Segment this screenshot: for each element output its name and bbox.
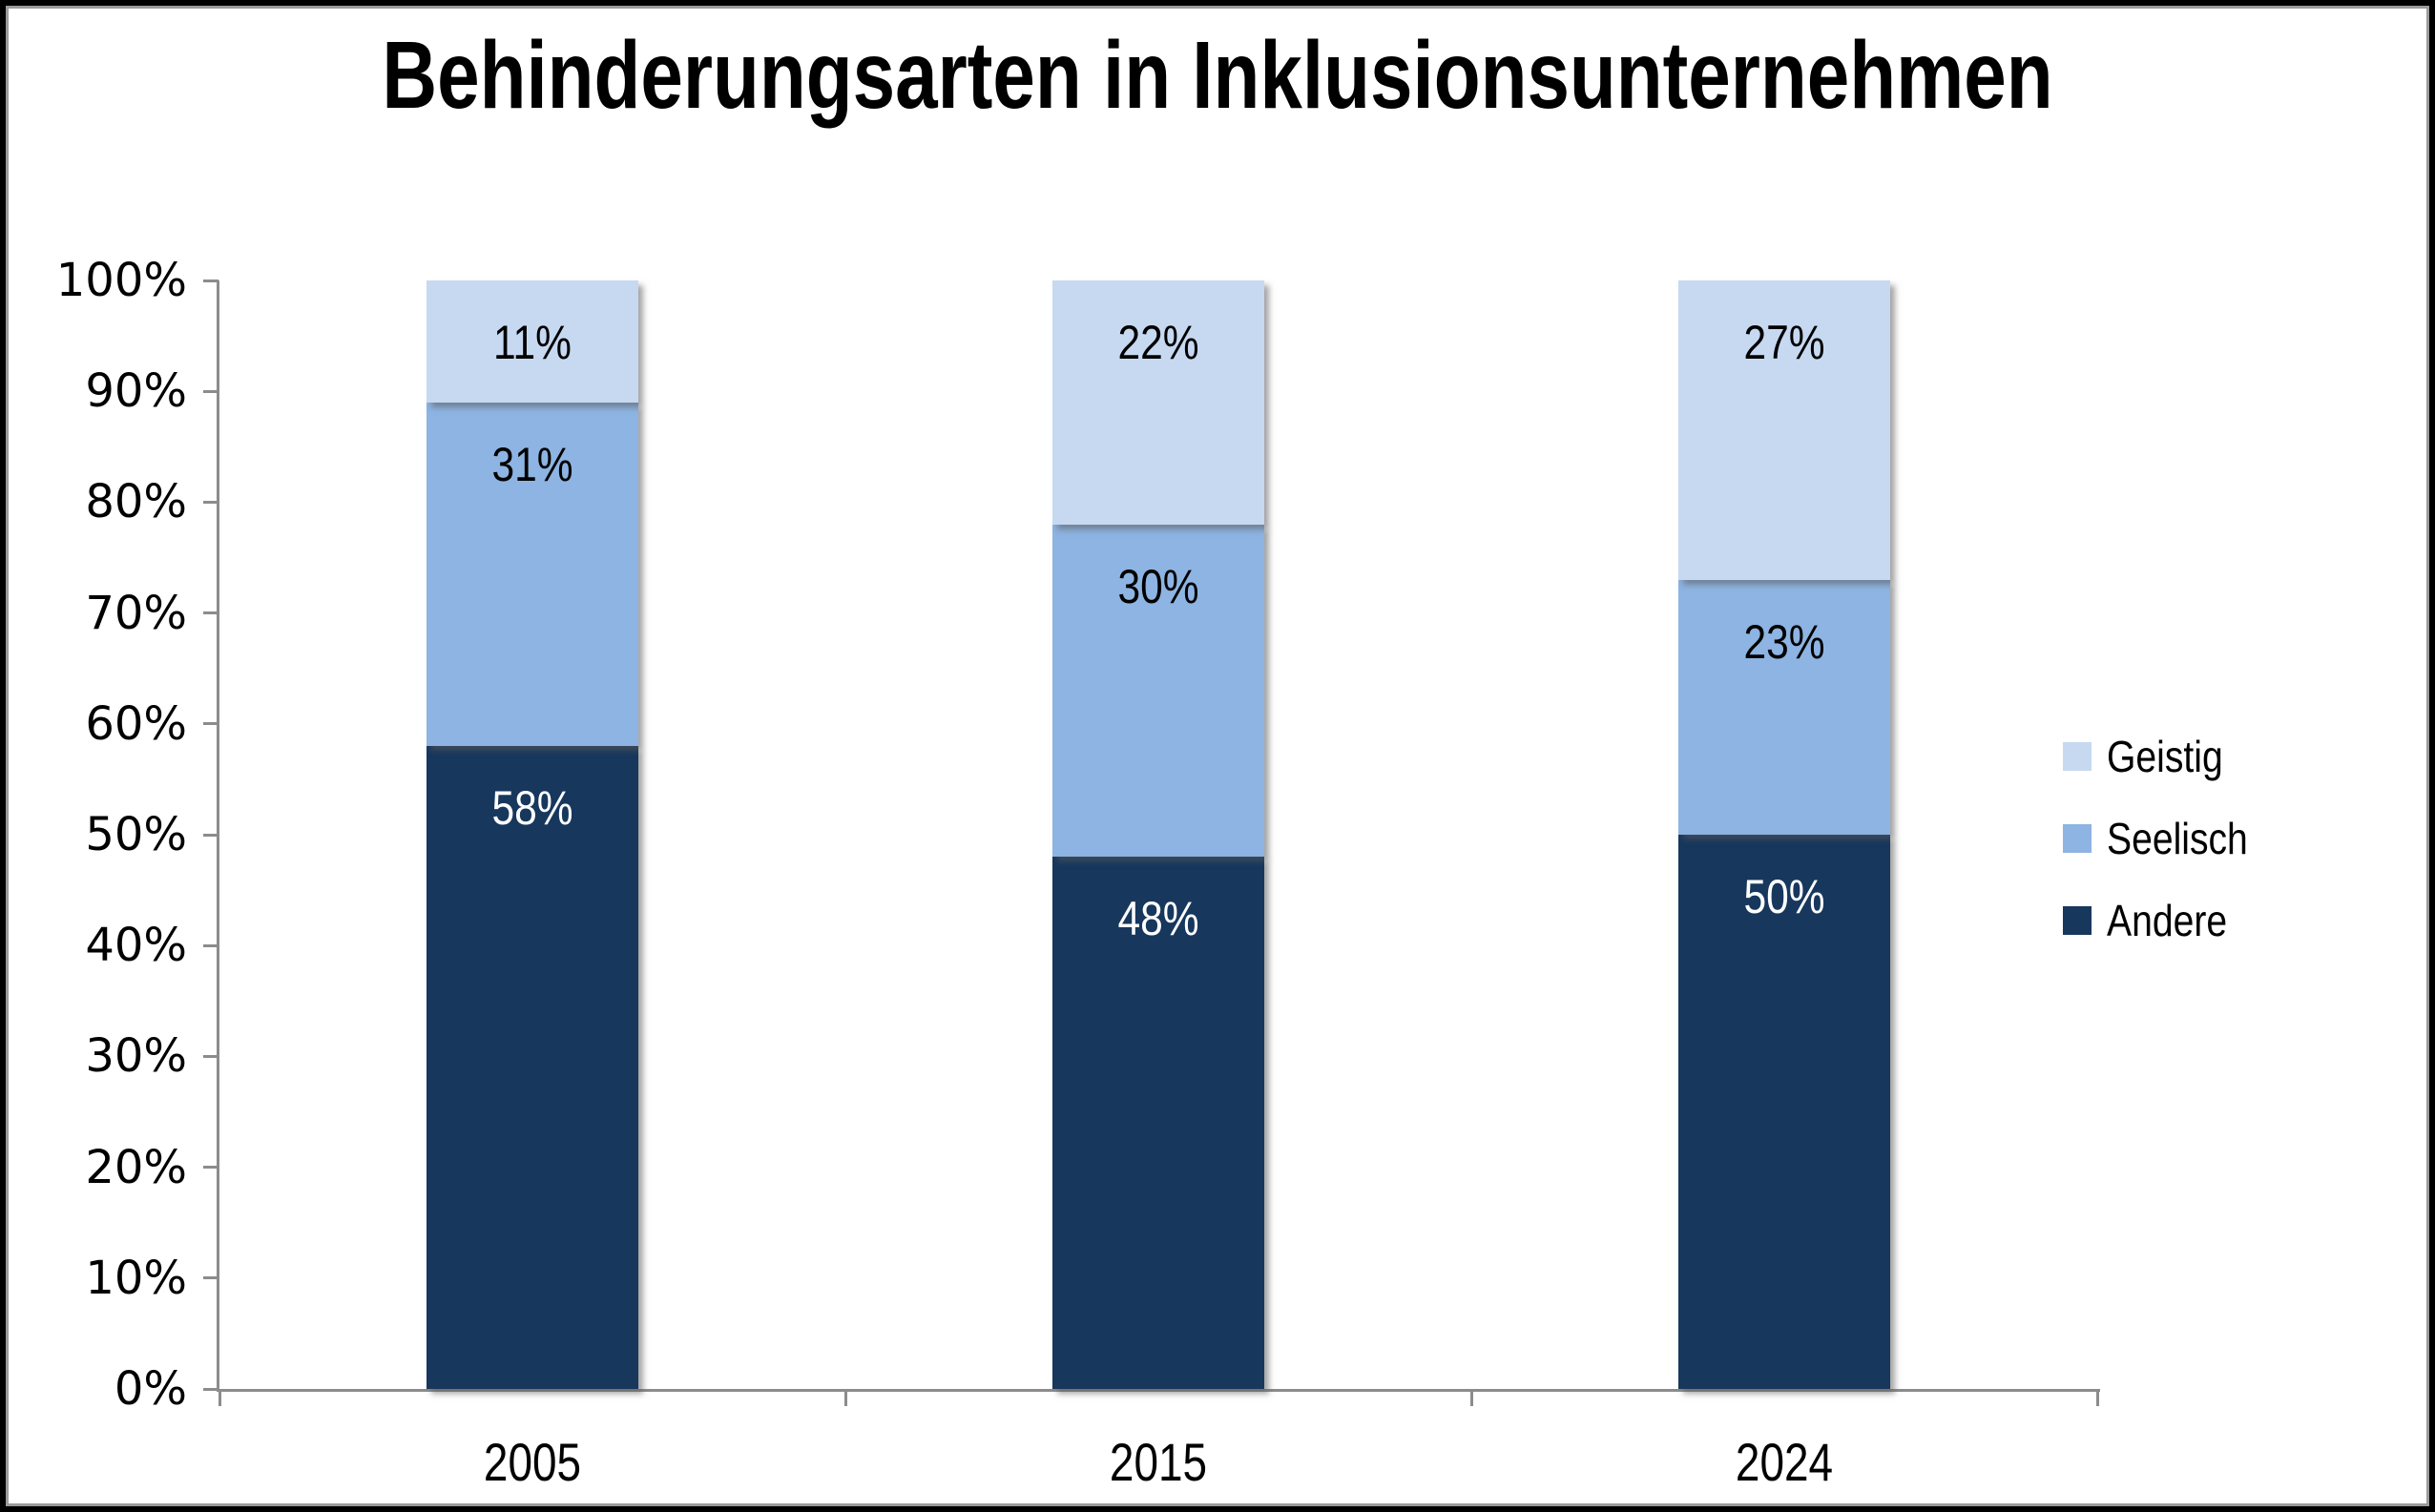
chart-title: Behinderungsarten in Inklusionsunternehm… xyxy=(382,22,2053,129)
x-axis-tick xyxy=(2095,1391,2099,1406)
x-axis-tick xyxy=(218,1391,221,1406)
bar-data-label: 30% xyxy=(1117,559,1199,613)
bar-segment-andere xyxy=(427,746,638,1389)
y-axis-tick-label: 90% xyxy=(85,364,187,419)
bar-data-label: 31% xyxy=(491,437,573,491)
y-axis-tick-label: 80% xyxy=(85,475,187,529)
legend: Geistig Seelisch Andere xyxy=(2063,715,2273,962)
legend-item-label: Andere xyxy=(2107,896,2228,945)
bar-data-label: 11% xyxy=(493,316,572,369)
y-axis-tick xyxy=(203,1387,219,1391)
x-axis-category-label: 2024 xyxy=(1735,1432,1834,1492)
bar-segment-geistig xyxy=(1052,280,1264,525)
y-axis-tick-label: 50% xyxy=(85,808,187,861)
y-axis-tick-label: 0% xyxy=(114,1362,187,1416)
y-axis-tick-label: 100% xyxy=(55,254,187,307)
y-axis-tick-label: 40% xyxy=(85,919,187,973)
y-axis-tick xyxy=(203,1276,219,1280)
x-axis-tick xyxy=(843,1391,847,1406)
y-axis-tick xyxy=(203,279,219,282)
y-axis-tick-label: 60% xyxy=(85,696,187,751)
legend-swatch-icon xyxy=(2063,742,2092,771)
bar-segment-geistig xyxy=(1678,280,1890,580)
bar-segment-andere xyxy=(1052,857,1264,1389)
y-axis-tick-label: 10% xyxy=(85,1251,187,1305)
x-axis-category-label: 2015 xyxy=(1109,1432,1208,1492)
y-axis-tick xyxy=(203,389,219,393)
bar-data-label: 48% xyxy=(1117,892,1199,946)
legend-item-andere: Andere xyxy=(2063,880,2273,962)
bar-segment-geistig xyxy=(427,280,638,403)
legend-swatch-icon xyxy=(2063,906,2092,935)
y-axis-tick xyxy=(203,500,219,504)
legend-item-seelisch: Seelisch xyxy=(2063,797,2273,880)
y-axis-tick xyxy=(203,833,219,837)
y-axis-tick xyxy=(203,1054,219,1058)
bar-data-label: 58% xyxy=(491,781,573,836)
legend-item-label: Geistig xyxy=(2107,732,2223,781)
bar-segment-seelisch xyxy=(1678,579,1890,835)
y-axis-tick-label: 70% xyxy=(85,586,187,640)
bar-segment-seelisch xyxy=(427,402,638,747)
y-axis-tick xyxy=(203,611,219,615)
legend-swatch-icon xyxy=(2063,824,2092,853)
legend-item-geistig: Geistig xyxy=(2063,715,2273,797)
bar-data-label: 50% xyxy=(1743,870,1825,923)
bar-data-label: 27% xyxy=(1743,316,1825,369)
x-axis-category-label: 2005 xyxy=(483,1432,582,1492)
y-axis-tick xyxy=(203,722,219,726)
x-axis-line xyxy=(217,1389,2100,1392)
legend-item-label: Seelisch xyxy=(2107,814,2248,863)
y-axis-tick xyxy=(203,943,219,947)
bar-data-label: 22% xyxy=(1117,316,1199,369)
x-axis-tick xyxy=(1469,1391,1473,1406)
bar-segment-seelisch xyxy=(1052,524,1264,858)
bar-segment-andere xyxy=(1678,835,1890,1389)
y-axis-line xyxy=(217,280,219,1392)
bar-data-label: 23% xyxy=(1743,614,1825,669)
y-axis-tick-label: 30% xyxy=(85,1029,187,1084)
y-axis-tick-label: 20% xyxy=(85,1140,187,1194)
y-axis-tick xyxy=(203,1166,219,1170)
